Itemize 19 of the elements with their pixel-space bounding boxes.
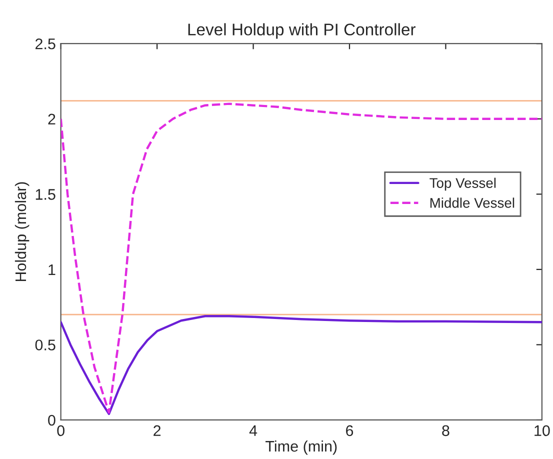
legend-label: Top Vessel — [430, 178, 496, 191]
x-tick-label: 2 — [154, 425, 161, 436]
x-tick-label: 6 — [346, 425, 354, 436]
chart-title: Level Holdup with PI Controller — [188, 23, 416, 39]
x-axis-title: Time (min) — [266, 440, 337, 455]
x-tick-label: 4 — [249, 425, 258, 436]
y-tick-label: 2.5 — [36, 38, 56, 50]
y-tick-label: 0 — [48, 414, 56, 426]
legend-label: Middle Vessel — [430, 198, 514, 208]
x-tick-label: 10 — [534, 425, 550, 436]
y-tick-label: 1.5 — [36, 189, 56, 200]
y-axis-title: Holdup (molar) — [14, 182, 30, 282]
x-tick-label: 0 — [57, 425, 64, 436]
line-series — [60, 102, 542, 414]
line-series — [60, 314, 542, 416]
y-tick-label: 1 — [48, 264, 56, 275]
y-tick-label: 2 — [48, 114, 56, 124]
y-tick-label: 0.5 — [35, 340, 56, 350]
x-tick-label: 8 — [442, 425, 450, 436]
